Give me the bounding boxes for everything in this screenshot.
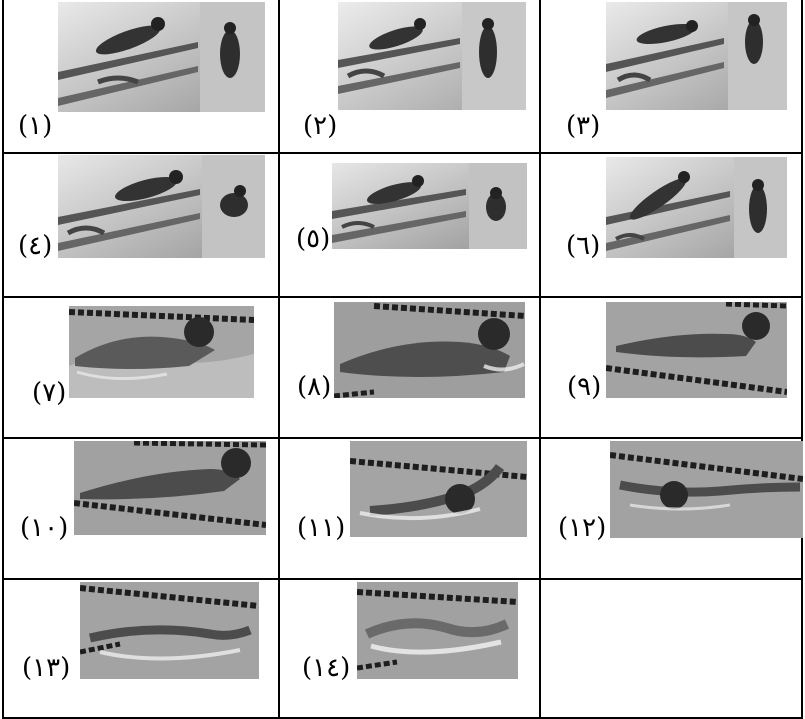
row-divider: [2, 296, 803, 298]
swimmer-photo-14: [357, 582, 518, 679]
figure-label-6: (٦): [566, 231, 601, 261]
swimmer-photo-6: [606, 157, 787, 258]
swimmer-photo-2: [338, 2, 526, 110]
swimmer-photo-7: [69, 306, 254, 398]
figure-label-10: (١٠): [20, 513, 69, 543]
figure-label-5: (٥): [296, 224, 331, 254]
figure-label-11: (١١): [297, 513, 346, 543]
swimmer-photo-13: [80, 582, 259, 679]
swimmer-photo-1: [58, 2, 265, 112]
figure-label-12: (١٢): [558, 513, 607, 543]
row-divider: [2, 437, 803, 439]
figure-label-8: (٨): [297, 372, 332, 402]
figure-label-1: (١): [18, 111, 53, 141]
row-divider: [2, 152, 803, 154]
swimmer-photo-9: [606, 302, 787, 398]
swimmer-photo-8: [334, 302, 525, 398]
row-divider: [2, 578, 803, 580]
swimmer-photo-5: [332, 163, 527, 249]
figure-label-2: (٢): [303, 111, 338, 141]
figure-label-3: (٣): [566, 111, 601, 141]
swimmer-photo-3: [606, 2, 787, 110]
figure-label-14: (١٤): [302, 653, 351, 683]
figure-label-13: (١٣): [22, 653, 71, 683]
swimmer-photo-11: [350, 441, 527, 537]
figure-label-4: (٤): [18, 231, 53, 261]
swimmer-photo-12: [610, 441, 803, 538]
figure-label-7: (٧): [32, 378, 67, 408]
swimmer-photo-4: [58, 155, 265, 258]
swimmer-photo-10: [74, 441, 266, 535]
column-divider: [539, 0, 541, 719]
figure-label-9: (٩): [567, 372, 602, 402]
column-divider: [278, 0, 280, 719]
